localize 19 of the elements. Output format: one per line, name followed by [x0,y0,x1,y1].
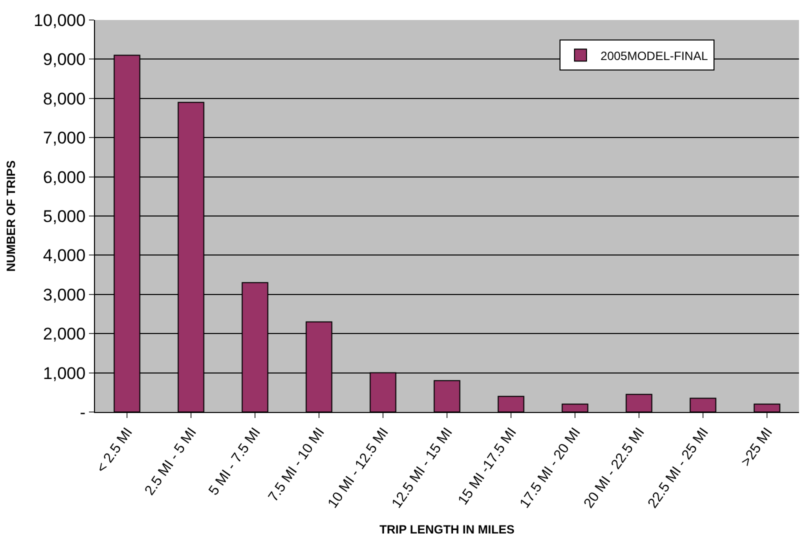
x-tick-label: 7.5 MI - 10 MI [264,424,328,504]
y-tick-label: 9,000 [43,50,86,70]
x-tick-label: 2.5 MI - 5 MI [141,424,200,498]
y-tick-label: 7,000 [43,128,86,148]
legend-label: 2005MODEL-FINAL [600,48,708,63]
y-tick-label: 10,000 [34,10,86,30]
y-tick-label: 6,000 [43,168,86,187]
y-tick-label: 4,000 [43,246,86,266]
y-tick-label: 3,000 [43,285,86,304]
y-tick-label: 1,000 [43,364,86,383]
x-tick-label: < 2.5 MI [92,424,136,476]
y-tick-label: 5,000 [43,206,86,226]
y-axis-title: NUMBER OF TRIPS [4,160,18,272]
x-axis-title: TRIP LENGTH IN MILES [379,522,515,537]
y-tick-label: 8,000 [43,89,86,108]
x-tick-label: 5 MI - 7.5 MI [205,424,264,498]
y-tick-label: 2,000 [43,324,86,344]
y-tick-label: - [80,402,86,422]
x-tick-label: >25 MI [737,424,776,469]
